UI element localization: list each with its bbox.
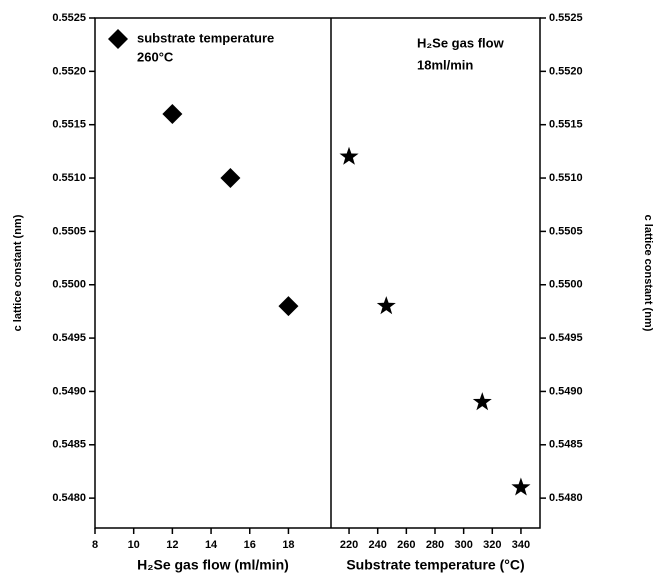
- x-tick-label: 260: [397, 539, 415, 551]
- legend-marker: [108, 29, 128, 49]
- y-axis-title: c lattice constant (nm): [12, 214, 24, 331]
- x-tick-label: 18: [282, 539, 294, 551]
- y-tick-label: 0.5525: [52, 12, 86, 24]
- marker-star: [472, 392, 492, 411]
- y-tick-label: 0.5520: [52, 65, 86, 77]
- marker-star: [339, 146, 359, 165]
- x-tick-label: 8: [92, 539, 98, 551]
- y-tick-label: 0.5515: [52, 119, 86, 131]
- x-tick-label: 10: [128, 539, 140, 551]
- x-axis-title: Substrate temperature (°C): [346, 557, 524, 573]
- x-tick-label: 16: [244, 539, 256, 551]
- marker-star: [376, 296, 396, 315]
- marker-diamond: [220, 168, 241, 189]
- x-tick-label: 320: [483, 539, 501, 551]
- legend-label: substrate temperature: [137, 30, 274, 45]
- marker-diamond: [278, 296, 299, 317]
- y-tick-label: 0.5505: [52, 225, 86, 237]
- x-tick-label: 220: [340, 539, 358, 551]
- y2-tick-label: 0.5510: [549, 172, 583, 184]
- annotation: 18ml/min: [417, 57, 473, 72]
- y2-tick-label: 0.5515: [549, 119, 583, 131]
- y-tick-label: 0.5480: [52, 492, 86, 504]
- y-tick-label: 0.5510: [52, 172, 86, 184]
- annotation: 260°C: [137, 49, 174, 64]
- x-tick-label: 12: [166, 539, 178, 551]
- x-tick-label: 340: [512, 539, 530, 551]
- y-tick-label: 0.5485: [52, 439, 86, 451]
- plot-frame: [94, 17, 541, 529]
- y2-tick-label: 0.5485: [549, 439, 583, 451]
- y2-axis-title: c lattice constant (nm): [642, 215, 654, 332]
- y2-tick-label: 0.5500: [549, 279, 583, 291]
- annotation: H₂Se gas flow: [417, 35, 505, 50]
- y2-tick-label: 0.5525: [549, 12, 583, 24]
- x-tick-label: 240: [369, 539, 387, 551]
- y2-tick-label: 0.5520: [549, 65, 583, 77]
- y2-tick-label: 0.5480: [549, 492, 583, 504]
- x-tick-label: 300: [454, 539, 472, 551]
- marker-diamond: [162, 104, 183, 125]
- y2-tick-label: 0.5505: [549, 225, 583, 237]
- y-tick-label: 0.5495: [52, 332, 86, 344]
- x-axis-title: H₂Se gas flow (ml/min): [137, 557, 289, 573]
- y-tick-label: 0.5490: [52, 385, 86, 397]
- y2-tick-label: 0.5495: [549, 332, 583, 344]
- x-tick-label: 14: [205, 539, 218, 551]
- y2-tick-label: 0.5490: [549, 385, 583, 397]
- x-tick-label: 280: [426, 539, 444, 551]
- y-tick-label: 0.5500: [52, 279, 86, 291]
- marker-star: [511, 477, 531, 496]
